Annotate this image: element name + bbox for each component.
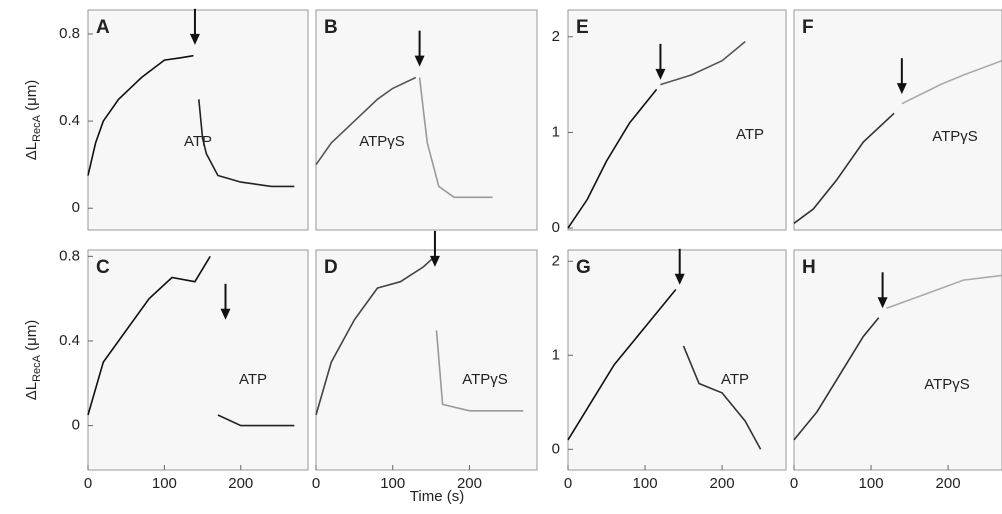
data-line	[682, 345, 762, 450]
annotation: ATP	[736, 126, 764, 143]
x-tick-label: 100	[380, 475, 405, 492]
panel-letter: G	[576, 257, 591, 278]
y-tick-label: 0	[552, 219, 560, 236]
arrow-head	[414, 55, 425, 67]
data-line	[901, 59, 1002, 105]
arrow-head	[189, 33, 200, 45]
data-line	[567, 88, 658, 229]
annotation: ATPγS	[359, 133, 405, 150]
y-tick-label: 1	[552, 123, 560, 140]
annotation: ATPγS	[462, 371, 508, 388]
annotation: ATP	[721, 371, 749, 388]
data-line	[315, 255, 436, 416]
panel-frame	[567, 249, 787, 471]
arrow-head	[429, 255, 440, 267]
y-tick-label: 0.4	[59, 332, 80, 349]
y-tick-label: 0	[552, 440, 560, 457]
data-line	[793, 317, 880, 441]
y-tick-label: 0.8	[59, 25, 80, 42]
y-tick-label: 0	[72, 417, 80, 434]
y-axis-label-part: (μm)	[23, 320, 40, 355]
x-tick-label: 0	[564, 475, 572, 492]
annotation: ATPγS	[924, 376, 970, 393]
data-line	[418, 77, 493, 199]
y-axis-label-part: (μm)	[23, 80, 40, 115]
annotation: ATPγS	[932, 128, 978, 145]
data-line	[567, 288, 677, 441]
arrow-head	[674, 273, 685, 285]
panel-frame	[87, 249, 309, 471]
y-tick-label: 2	[552, 252, 560, 269]
x-tick-label: 200	[936, 475, 961, 492]
arrow-head	[655, 68, 666, 80]
data-line	[435, 330, 524, 412]
data-line	[217, 414, 295, 427]
data-line	[660, 40, 746, 86]
panel-letter: C	[96, 257, 110, 278]
x-tick-label: 0	[312, 475, 320, 492]
y-axis-label-part: RecA	[31, 114, 43, 142]
x-axis-label: Time (s)	[410, 488, 464, 505]
panel-frame	[315, 249, 538, 471]
panel-letter: H	[802, 257, 816, 278]
x-tick-label: 200	[457, 475, 482, 492]
y-tick-label: 0	[72, 199, 80, 216]
x-tick-label: 100	[859, 475, 884, 492]
data-line	[793, 112, 895, 224]
y-axis-label-part: RecA	[31, 354, 43, 382]
x-tick-label: 100	[633, 475, 658, 492]
y-tick-label: 1	[552, 346, 560, 363]
data-line	[886, 274, 1002, 310]
data-line	[87, 54, 194, 176]
y-tick-label: 0.8	[59, 247, 80, 264]
x-tick-label: 0	[790, 475, 798, 492]
data-line	[198, 99, 295, 188]
arrow-head	[877, 297, 888, 309]
x-tick-label: 200	[710, 475, 735, 492]
panel-letter: F	[802, 17, 814, 38]
panel-letter: E	[576, 17, 589, 38]
annotation: ATP	[184, 133, 212, 150]
panel-letter: B	[324, 17, 338, 38]
annotation: ATP	[239, 371, 267, 388]
y-tick-label: 2	[552, 28, 560, 45]
arrow-head	[220, 308, 231, 320]
x-tick-label: 200	[228, 475, 253, 492]
panel-frame	[567, 9, 787, 231]
panel-letter: A	[96, 17, 110, 38]
panel-frame	[87, 9, 309, 231]
y-axis-label-part: ΔL	[23, 142, 40, 160]
data-line	[87, 255, 211, 416]
panel-frame	[315, 9, 538, 231]
panel-letter: D	[324, 257, 338, 278]
x-tick-label: 100	[152, 475, 177, 492]
y-axis-label: ΔLRecA (μm)	[23, 80, 43, 161]
x-tick-label: 0	[84, 475, 92, 492]
arrow-head	[896, 83, 907, 95]
y-axis-label: ΔLRecA (μm)	[23, 320, 43, 401]
data-line	[315, 76, 417, 166]
y-tick-label: 0.4	[59, 112, 80, 129]
panel-frame	[793, 9, 1002, 231]
y-axis-label-part: ΔL	[23, 382, 40, 400]
panel-frame	[793, 249, 1002, 471]
